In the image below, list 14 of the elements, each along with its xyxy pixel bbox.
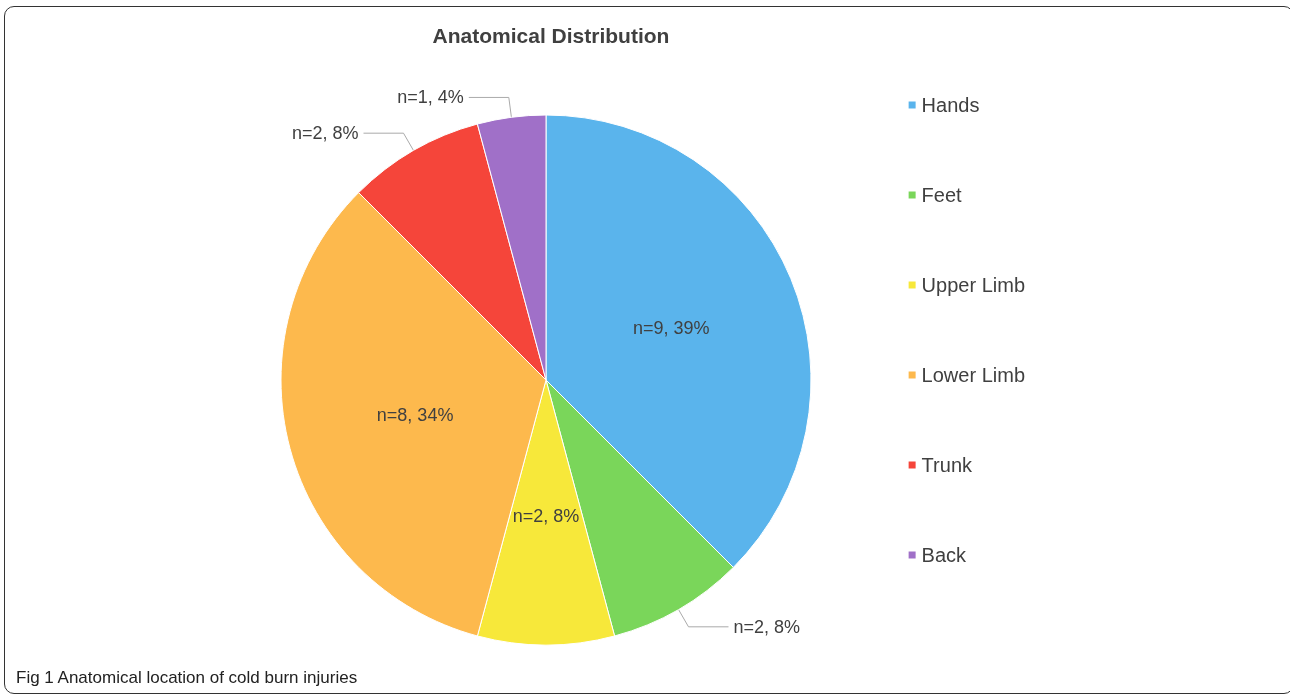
- legend-label: Lower Limb: [921, 364, 1026, 386]
- data-label: n=9, 39%: [632, 318, 710, 339]
- legend-label: Hands: [921, 94, 980, 116]
- chart-title: Anatomical Distribution: [432, 24, 670, 47]
- legend-label: Feet: [921, 184, 963, 206]
- data-label: n=8, 34%: [376, 405, 454, 426]
- legend-label: Trunk: [921, 454, 973, 476]
- data-label: n=2, 8%: [733, 616, 801, 637]
- caption: Fig 1 Anatomical location of cold burn injuries: [16, 668, 358, 688]
- legend-label: Back: [921, 544, 968, 566]
- legend-label: Upper Limb: [921, 274, 1026, 296]
- data-label: n=2, 8%: [512, 505, 580, 526]
- data-label: n=1, 4%: [397, 87, 464, 108]
- data-label: n=2, 8%: [291, 123, 359, 144]
